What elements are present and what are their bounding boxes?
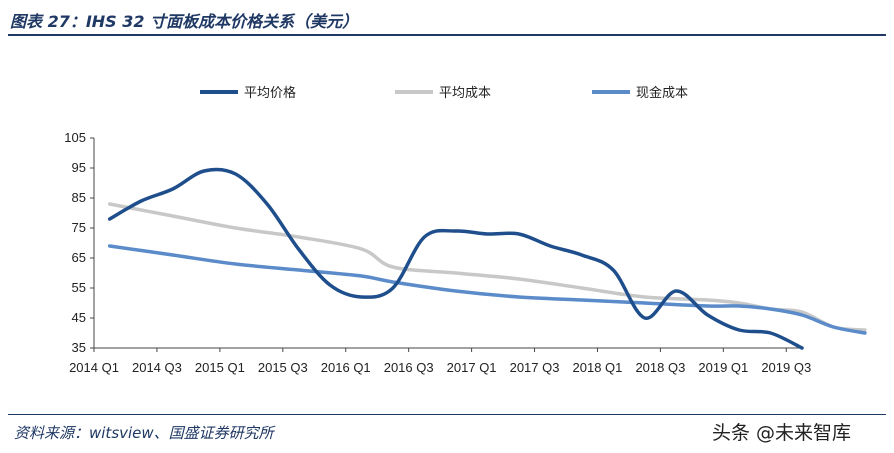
x-tick-label: 2019 Q3 xyxy=(761,360,811,375)
x-tick-label: 2017 Q3 xyxy=(510,360,560,375)
x-tick-label: 2017 Q1 xyxy=(447,360,497,375)
x-tick-label: 2018 Q1 xyxy=(573,360,623,375)
source-note: 资料来源：witsview、国盛证券研究所 xyxy=(14,424,274,442)
legend-label-average-price: 平均价格 xyxy=(244,85,296,101)
x-tick-label: 2015 Q3 xyxy=(258,360,308,375)
watermark: 头条 @未来智库 xyxy=(712,422,852,444)
x-axis: 2014 Q1 2014 Q3 2015 Q1 2015 Q3 2016 Q1 2016 … xyxy=(69,347,811,375)
top-rule xyxy=(8,34,886,36)
x-tick-label: 2014 Q3 xyxy=(132,360,182,375)
y-tick-label: 75 xyxy=(72,220,86,235)
x-tick-label: 2014 Q1 xyxy=(69,360,119,375)
y-axis: 35 45 55 65 75 85 95 105 xyxy=(64,130,95,355)
chart-legend: 平均价格 平均成本 现金成本 xyxy=(200,85,688,101)
y-tick-label: 45 xyxy=(72,310,86,325)
x-tick-label: 2016 Q1 xyxy=(321,360,371,375)
series-average-cost-line xyxy=(107,202,867,332)
y-tick-label: 65 xyxy=(72,250,86,265)
bottom-rule xyxy=(8,414,886,415)
x-tick-label: 2016 Q3 xyxy=(384,360,434,375)
x-tick-label: 2018 Q3 xyxy=(635,360,685,375)
y-tick-label: 85 xyxy=(72,190,86,205)
y-tick-label: 55 xyxy=(72,280,86,295)
series-cash-cost-line xyxy=(107,244,867,335)
x-tick-label: 2015 Q1 xyxy=(195,360,245,375)
x-tick-label: 2019 Q1 xyxy=(698,360,748,375)
series-layer xyxy=(107,167,867,350)
y-tick-label: 105 xyxy=(64,130,86,145)
y-tick-label: 95 xyxy=(72,160,86,175)
y-tick-label: 35 xyxy=(72,340,86,355)
legend-label-cash-cost: 现金成本 xyxy=(636,85,688,101)
legend-label-average-cost: 平均成本 xyxy=(439,86,491,101)
figure-title: 图表 27：IHS 32 寸面板成本价格关系（美元） xyxy=(10,12,359,31)
series-average-price-line xyxy=(107,167,804,350)
